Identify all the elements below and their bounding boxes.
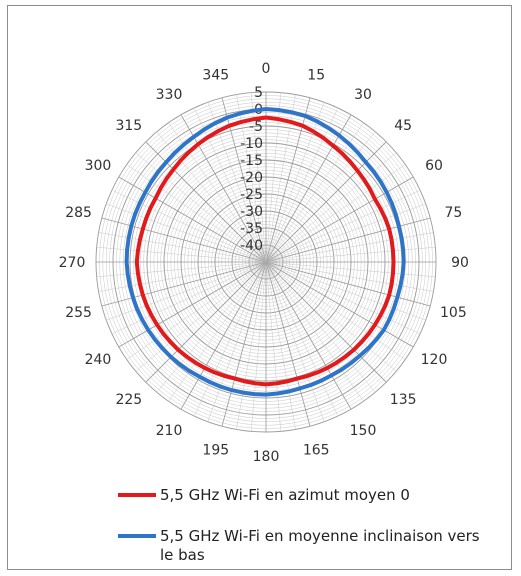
angle-tick-label: 240 (85, 352, 112, 368)
grid-spoke (156, 261, 267, 393)
radial-tick-label: -25 (240, 187, 263, 203)
grid-spoke (265, 261, 431, 307)
grid-spoke (111, 261, 267, 335)
grid-spoke (265, 246, 436, 263)
angle-tick-label: 225 (115, 392, 142, 408)
angle-tick-label: 270 (59, 255, 86, 271)
radial-tick-label: -15 (240, 153, 263, 169)
grid-spoke (265, 261, 387, 383)
angle-tick-label: 60 (425, 158, 443, 174)
grid-spoke (265, 261, 311, 427)
grid-spoke (265, 261, 352, 410)
angle-tick-label: 210 (156, 423, 183, 439)
series-line-blue (124, 107, 406, 397)
radial-tick-label: -5 (249, 119, 263, 135)
grid-spoke (126, 261, 267, 360)
radial-tick-label: 5 (254, 85, 263, 101)
angle-tick-label: 0 (262, 61, 271, 77)
angle-tick-label: 300 (85, 158, 112, 174)
grid-spoke (98, 232, 267, 263)
angle-tick-label: 315 (115, 118, 142, 134)
angle-tick-label: 45 (394, 118, 412, 134)
angle-tick-label: 255 (65, 305, 92, 321)
grid-spoke (101, 261, 267, 307)
legend-item-blue: 5,5 GHz Wi-Fi en moyenne inclinaison ver… (118, 527, 498, 565)
radial-tick-label: -35 (240, 221, 263, 237)
grid-spoke (250, 261, 267, 432)
grid-spoke (101, 217, 267, 263)
grid-spoke (193, 261, 267, 417)
grid-spoke (265, 261, 339, 417)
grid-spoke (111, 189, 267, 263)
grid-spoke (118, 261, 267, 348)
series-lines (124, 107, 406, 397)
grid-spoke (265, 261, 282, 432)
angle-tick-label: 330 (156, 87, 183, 103)
angle-tick-labels: 0 15 30 45 60 75 90 105 120 135 150 165 180 195 210 225… (59, 61, 469, 465)
radial-tick-label: -20 (240, 170, 263, 186)
grid-spoke (96, 246, 267, 263)
grid-spoke (265, 107, 339, 263)
legend-swatch-red (118, 493, 156, 497)
grid-spoke (236, 261, 267, 430)
grid-spoke (265, 261, 364, 402)
grid-spoke (98, 261, 267, 292)
angle-tick-label: 135 (390, 392, 417, 408)
grid-spoke (265, 176, 414, 263)
grid-spoke (106, 203, 267, 263)
grid-spoke (96, 261, 267, 278)
angle-tick-label: 90 (451, 255, 469, 271)
grid-spoke (265, 122, 364, 263)
legend-label-blue: 5,5 GHz Wi-Fi en moyenne inclinaison ver… (160, 527, 480, 564)
legend-item-red: 5,5 GHz Wi-Fi en azimut moyen 0 (118, 486, 498, 505)
radial-tick-label: -10 (240, 136, 263, 152)
grid-spoke (221, 261, 267, 427)
grid-spoke (265, 261, 436, 278)
grid-spoke (265, 217, 431, 263)
angle-tick-label: 75 (444, 205, 462, 221)
grid-spoke (265, 189, 421, 263)
angle-tick-label: 30 (354, 87, 372, 103)
grid-spoke (265, 261, 421, 335)
grid-spoke (265, 261, 426, 321)
polar-grid (95, 91, 437, 433)
legend-label-red: 5,5 GHz Wi-Fi en azimut moyen 0 (160, 486, 410, 504)
grid-spoke (265, 261, 414, 348)
grid-spoke (180, 261, 267, 410)
grid-spoke (265, 232, 434, 263)
grid-spoke (265, 261, 434, 292)
grid-spoke (180, 114, 267, 263)
series-line-red (134, 115, 396, 387)
angle-tick-label: 195 (202, 442, 229, 458)
grid-spoke (135, 261, 267, 372)
grid-spoke (265, 114, 352, 263)
angle-tick-label: 15 (307, 68, 325, 84)
grid-spoke (168, 261, 267, 402)
angle-tick-label: 105 (440, 305, 467, 321)
grid-spoke (265, 261, 397, 372)
grid-spoke (265, 261, 325, 422)
grid-spoke (145, 261, 267, 383)
grid-spoke (193, 107, 267, 263)
angle-tick-label: 165 (303, 442, 330, 458)
angle-tick-label: 150 (350, 423, 377, 439)
grid-spoke (106, 261, 267, 321)
radial-tick-label: -40 (240, 238, 263, 254)
angle-tick-label: 180 (253, 449, 280, 465)
angle-tick-label: 120 (421, 352, 448, 368)
grid-spoke (207, 102, 267, 263)
legend-swatch-blue (118, 534, 156, 538)
angle-tick-label: 285 (65, 205, 92, 221)
grid-spoke (265, 203, 426, 263)
radial-tick-label: -30 (240, 204, 263, 220)
grid-spoke (265, 261, 296, 430)
grid-spoke (118, 176, 267, 263)
grid-spoke (265, 261, 406, 360)
grid-spoke (265, 261, 376, 393)
grid-spoke (265, 102, 325, 263)
grid-spoke (207, 261, 267, 422)
angle-tick-label: 345 (202, 68, 229, 84)
